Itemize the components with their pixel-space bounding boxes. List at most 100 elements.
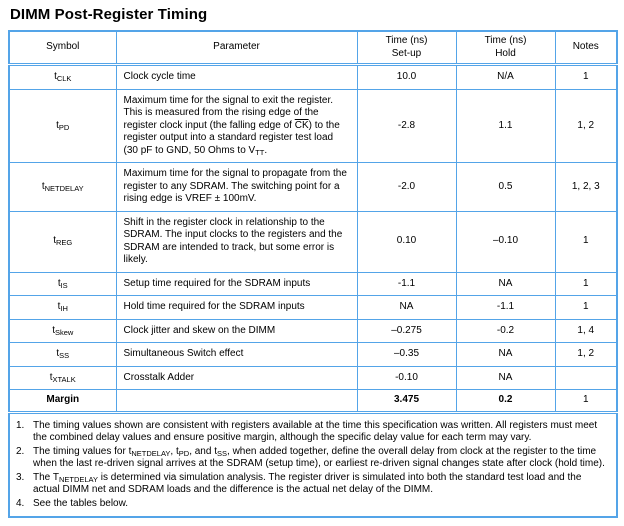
table-row: tIS Setup time required for the SDRAM inp… — [8, 271, 618, 296]
footnote-item: 3. The TNETDELAY is determined via simula… — [16, 472, 608, 497]
subscript-text: NETDELAY — [131, 448, 171, 458]
footnote-number: 2. — [16, 445, 25, 457]
parameter-cell: Shift in the register clock in relations… — [115, 210, 358, 273]
header-row: Symbol Parameter Time (ns) Set-up Time (ns) H… — [8, 30, 618, 66]
footnote-list: 1. The timing values shown are consistent… — [16, 420, 608, 511]
col-header-line: Hold — [495, 47, 516, 59]
subscript-text: XTALK — [52, 374, 76, 384]
hold-value-cell: -1.1 — [455, 295, 556, 320]
hold-value-cell: –0.10 — [455, 210, 556, 273]
table-row: tSS Simultaneous Switch effect –0.35 NA 1, 2 — [8, 342, 618, 367]
col-header-time-setup: Time (ns) Set-up — [356, 30, 457, 66]
col-header-line: Time (ns) — [484, 35, 527, 46]
symbol-cell: tCLK — [8, 64, 117, 90]
table-footnotes-section: 1. The timing values shown are consistent… — [9, 412, 617, 517]
subscript-text: PD — [178, 448, 190, 458]
setup-value-cell: -2.8 — [356, 88, 457, 163]
hold-value-cell: 1.1 — [455, 88, 556, 163]
notes-cell: 1 — [554, 271, 618, 296]
col-header-parameter: Parameter — [115, 30, 358, 66]
subscript-text: SS — [217, 448, 228, 458]
table-row: tPD Maximum time for the signal to exit t… — [8, 88, 618, 163]
setup-value-cell: NA — [356, 295, 457, 320]
table-row: tXTALK Crosstalk Adder -0.10 NA — [8, 365, 618, 390]
notes-cell: 1 — [554, 210, 618, 273]
table-header: Symbol Parameter Time (ns) Set-up Time (ns) H… — [8, 30, 618, 66]
footnote-item: 4. See the tables below. — [16, 498, 608, 511]
timing-table: Symbol Parameter Time (ns) Set-up Time (ns) H… — [8, 30, 618, 518]
hold-value-cell: NA — [455, 342, 556, 367]
notes-cell — [554, 365, 618, 390]
table-row: Margin 3.475 0.2 1 — [8, 389, 618, 414]
parameter-cell: Maximum time for the signal to exit the … — [115, 88, 358, 163]
notes-cell: 1, 2 — [554, 88, 618, 163]
subscript-text: SS — [59, 351, 70, 360]
table-row: tNETDELAY Maximum time for the signal to … — [8, 162, 618, 212]
hold-value-cell: NA — [455, 271, 556, 296]
notes-cell: 1 — [554, 389, 618, 414]
subscript-text: Skew — [54, 327, 74, 337]
col-header-notes: Notes — [554, 30, 618, 66]
parameter-cell — [115, 389, 358, 414]
footnote-text: The timing values for tNETDELAY, tPD, an… — [33, 445, 605, 470]
footnote-item: 1. The timing values shown are consistent… — [16, 420, 608, 445]
setup-value-cell: -2.0 — [356, 162, 457, 212]
subscript-text: CLK — [56, 74, 72, 83]
col-header-line: Parameter — [213, 41, 260, 53]
parameter-cell: Clock jitter and skew on the DIMM — [115, 318, 358, 343]
col-header-line: Time (ns) — [385, 35, 428, 46]
footnote-text: The TNETDELAY is determined via simulati… — [33, 471, 582, 496]
hold-value-cell: -0.2 — [455, 318, 556, 343]
table-body: tCLK Clock cycle time 10.0 N/A 1 tPD Maximum t… — [8, 64, 618, 414]
symbol-cell: tSS — [8, 342, 117, 367]
symbol-cell: Margin — [8, 389, 117, 414]
symbol-cell: tIH — [8, 295, 117, 320]
subscript-text: TT — [255, 147, 265, 157]
symbol-cell: tXTALK — [8, 365, 117, 390]
setup-value-cell: –0.35 — [356, 342, 457, 367]
parameter-cell: Setup time required for the SDRAM inputs — [115, 271, 358, 296]
col-header-line: Set-up — [391, 47, 422, 59]
footnote-number: 3. — [16, 471, 25, 483]
parameter-cell: Clock cycle time — [115, 64, 358, 90]
hold-value-cell: 0.2 — [455, 389, 556, 414]
parameter-cell: Maximum time for the signal to propagate… — [115, 162, 358, 212]
notes-cell: 1 — [554, 295, 618, 320]
setup-value-cell: -0.10 — [356, 365, 457, 390]
overline-text: CK — [294, 119, 309, 131]
footnote-text: The timing values shown are consistent w… — [33, 419, 598, 444]
setup-value-cell: –0.275 — [356, 318, 457, 343]
parameter-cell: Simultaneous Switch effect — [115, 342, 358, 367]
col-header-time-hold: Time (ns) Hold — [455, 30, 556, 66]
notes-cell: 1, 2, 3 — [554, 162, 618, 212]
subscript-text: IS — [60, 280, 68, 290]
subscript-text: IH — [60, 304, 68, 313]
symbol-cell: tREG — [8, 210, 117, 273]
symbol-cell: tIS — [8, 271, 117, 296]
symbol-cell: tPD — [8, 88, 117, 163]
col-header-line: Notes — [572, 41, 599, 53]
col-header-symbol: Symbol — [8, 30, 117, 66]
table-row: tREG Shift in the register clock in relat… — [8, 210, 618, 273]
table-row: tCLK Clock cycle time 10.0 N/A 1 — [8, 64, 618, 90]
parameter-cell: Hold time required for the SDRAM inputs — [115, 295, 358, 320]
hold-value-cell: 0.5 — [455, 162, 556, 212]
notes-cell: 1 — [554, 64, 618, 90]
table-row: tSkew Clock jitter and skew on the DIMM –0… — [8, 318, 618, 343]
footnote-number: 4. — [16, 497, 25, 509]
subscript-text: NETDELAY — [44, 183, 84, 193]
hold-value-cell: N/A — [455, 64, 556, 90]
parameter-cell: Crosstalk Adder — [115, 365, 358, 390]
notes-cell: 1, 4 — [554, 318, 618, 343]
footnotes-cell: 1. The timing values shown are consistent… — [9, 412, 617, 517]
setup-value-cell: 0.10 — [356, 210, 457, 273]
setup-value-cell: 10.0 — [356, 64, 457, 90]
notes-cell: 1, 2 — [554, 342, 618, 367]
subscript-text: REG — [56, 238, 73, 248]
page-title: DIMM Post-Register Timing — [10, 6, 208, 23]
hold-value-cell: NA — [455, 365, 556, 390]
setup-value-cell: -1.1 — [356, 271, 457, 296]
footnote-text: See the tables below. — [33, 497, 129, 509]
footnote-number: 1. — [16, 419, 25, 431]
